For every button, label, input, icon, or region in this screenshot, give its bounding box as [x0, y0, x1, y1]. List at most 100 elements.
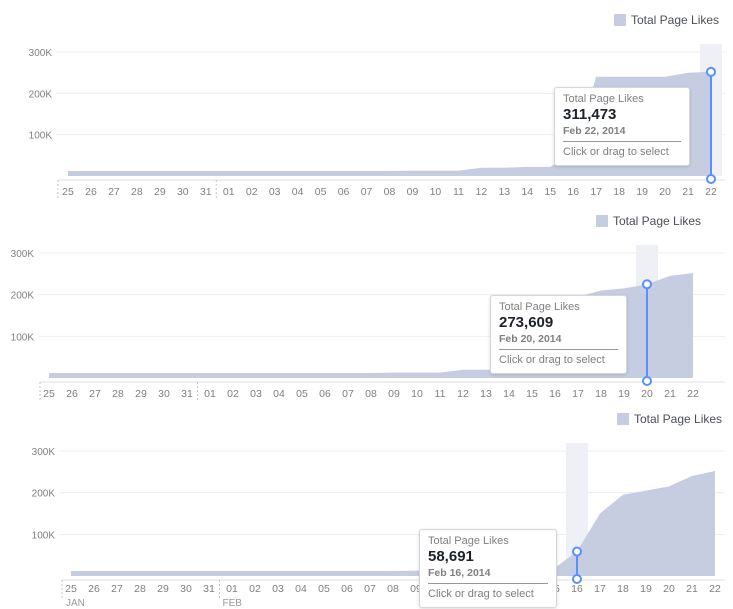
x-tick-label: 26: [85, 186, 97, 198]
x-tick-label: 08: [365, 388, 377, 400]
x-tick-label: 30: [158, 388, 170, 400]
x-tick-label: 09: [407, 186, 419, 198]
legend-label: Total Page Likes: [631, 13, 720, 27]
y-tick-label: 200K: [32, 489, 56, 500]
area-chart[interactable]: 300K 200K 100K 25 26 27 28 29 30 31 01 02 03 04 05 06 07…: [0, 405, 733, 609]
y-tick-label: 200K: [11, 291, 35, 302]
legend[interactable]: Total Page Likes: [617, 412, 722, 426]
x-tick-label: 25: [43, 388, 55, 400]
x-tick-label: 06: [341, 583, 353, 595]
x-tick-label: 27: [108, 186, 120, 198]
x-tick-label: 11: [435, 388, 446, 400]
tooltip-value: 273,609: [499, 314, 554, 331]
x-tick-label: 04: [273, 388, 285, 400]
x-tick-label: 26: [88, 583, 100, 595]
tooltip-date: Feb 20, 2014: [499, 333, 562, 345]
tooltip: Total Page Likes 58,691 Feb 16, 2014 Cli…: [419, 529, 557, 608]
legend[interactable]: Total Page Likes: [614, 13, 719, 27]
x-tick-label: 05: [318, 583, 330, 595]
series-area-total-page-likes[interactable]: [49, 273, 693, 378]
tooltip-separator: [428, 583, 548, 584]
selection-handle-top[interactable]: [642, 279, 652, 290]
x-tick-label: 03: [250, 388, 262, 400]
x-tick-label: 31: [200, 186, 212, 198]
selection-handle-bottom[interactable]: [706, 174, 716, 184]
x-tick-label: 03: [269, 186, 281, 198]
x-tick-label: 22: [687, 388, 699, 400]
x-tick-label: 26: [66, 388, 78, 400]
x-tick-label: 05: [315, 186, 327, 198]
legend-label: Total Page Likes: [634, 412, 723, 426]
tooltip-value: 311,473: [563, 106, 617, 123]
x-tick-label: 14: [521, 186, 533, 198]
x-tick-label: 15: [544, 186, 556, 198]
x-tick-label: 19: [618, 388, 630, 400]
x-tick-label: 17: [572, 388, 584, 400]
x-tick-label: 28: [134, 583, 146, 595]
x-tick-label: 17: [594, 583, 606, 595]
chart-panel-3[interactable]: Total Page Likes 300K 200K 100K 25 26 27 28 29 3…: [0, 405, 733, 609]
series-area-total-page-likes[interactable]: [71, 471, 715, 576]
x-tick-label: 10: [411, 388, 423, 400]
x-tick-label: 13: [480, 388, 492, 400]
x-tick-label: 27: [111, 583, 123, 595]
x-tick-label: 29: [157, 583, 169, 595]
x-tick-label: 14: [503, 388, 515, 400]
x-tick-label: 08: [384, 186, 396, 198]
selection-handle-top[interactable]: [572, 546, 582, 557]
x-tick-label: 18: [595, 388, 607, 400]
y-tick-label: 300K: [11, 249, 35, 260]
x-tick-label: 03: [272, 583, 284, 595]
month-label: JAN: [66, 598, 85, 609]
x-tick-label: 01: [226, 583, 238, 595]
area-chart[interactable]: 300K 200K 100K 25 26 27 28 29 30 31 01 02 03 04 05 06 07…: [0, 205, 733, 400]
y-tick-label: 100K: [32, 530, 56, 541]
tooltip-title: Total Page Likes: [563, 93, 644, 105]
x-tick-label: 19: [636, 186, 648, 198]
x-tick-label: 01: [204, 388, 216, 400]
x-tick-label: 16: [567, 186, 579, 198]
y-tick-label: 100K: [29, 131, 53, 142]
x-tick-label: 19: [640, 583, 652, 595]
selection-handle-bottom[interactable]: [572, 574, 582, 584]
x-tick-label: 06: [338, 186, 350, 198]
selection-handle-top[interactable]: [706, 66, 716, 77]
legend[interactable]: Total Page Likes: [596, 214, 701, 228]
x-tick-label: 25: [62, 186, 74, 198]
x-tick-label: 31: [181, 388, 193, 400]
x-tick-label: 06: [319, 388, 331, 400]
tooltip-action: Click or drag to select: [563, 146, 669, 158]
x-tick-label: 11: [453, 186, 464, 198]
chart-panel-2[interactable]: Total Page Likes 300K 200K 100K 25 26 27 28 29 3…: [0, 205, 733, 400]
tooltip-action: Click or drag to select: [499, 354, 605, 366]
x-tick-label: 08: [387, 583, 399, 595]
y-tick-label: 200K: [29, 89, 53, 100]
x-tick-label: 17: [590, 186, 602, 198]
x-tick-label: 18: [617, 583, 629, 595]
x-tick-label: 12: [457, 388, 469, 400]
tooltip: Total Page Likes 311,473 Feb 22, 2014 Cl…: [554, 87, 690, 166]
x-tick-label: 15: [526, 388, 538, 400]
tooltip-date: Feb 22, 2014: [563, 125, 626, 137]
x-tick-label: 28: [131, 186, 143, 198]
x-tick-label: 07: [342, 388, 354, 400]
x-tick-label: 07: [364, 583, 376, 595]
chart-panel-1[interactable]: Total Page Likes 300K 200K 100K 25 26 27 28 29 3…: [0, 0, 733, 200]
selection-handle-bottom[interactable]: [642, 376, 652, 386]
x-tick-label: 02: [246, 186, 258, 198]
x-tick-label: 16: [571, 583, 583, 595]
x-tick-label: 01: [223, 186, 235, 198]
tooltip-value: 58,691: [428, 548, 474, 565]
x-tick-label: 05: [296, 388, 308, 400]
x-tick-label: 12: [476, 186, 488, 198]
x-tick-label: 09: [388, 388, 400, 400]
x-tick-label: 28: [112, 388, 124, 400]
x-tick-label: 10: [430, 186, 442, 198]
y-tick-label: 300K: [29, 48, 53, 59]
x-tick-label: 09: [410, 583, 422, 595]
x-tick-label: 25: [65, 583, 77, 595]
x-tick-label: 21: [664, 388, 676, 400]
x-tick-label: 02: [249, 583, 261, 595]
x-tick-label: 02: [227, 388, 239, 400]
legend-swatch: [617, 413, 629, 425]
